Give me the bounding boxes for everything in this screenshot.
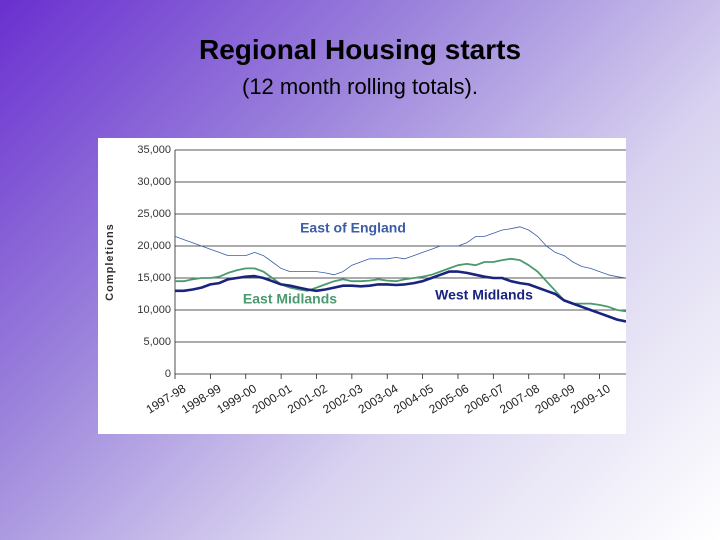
series-line <box>174 226 626 279</box>
slide-subtitle: (12 month rolling totals). <box>242 74 478 99</box>
y-tick-label: 25,000 <box>137 208 171 220</box>
y-tick-label: 0 <box>165 368 171 380</box>
series-line <box>175 270 626 323</box>
y-tick-label: 20,000 <box>137 240 171 252</box>
series-label: West Midlands <box>435 287 533 303</box>
y-tick-label: 10,000 <box>137 304 171 316</box>
series-label: East Midlands <box>243 291 337 307</box>
y-tick-label: 15,000 <box>137 272 171 284</box>
y-axis-label: Completions <box>104 223 116 301</box>
y-tick-label: 5,000 <box>143 336 171 348</box>
slide-title: Regional Housing starts <box>198 34 522 65</box>
series-line <box>175 257 626 313</box>
series-label: East of England <box>300 220 406 236</box>
y-tick-label: 30,000 <box>137 176 171 188</box>
chart: Completions 0 5,000 10,000 15,000 20,000 25,0… <box>98 138 626 434</box>
y-tick-label: 35,000 <box>137 144 171 156</box>
